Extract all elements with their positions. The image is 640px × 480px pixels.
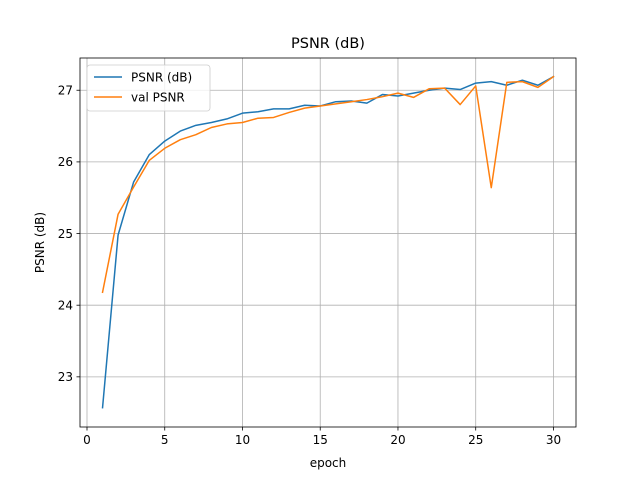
y-tick-label: 26: [58, 155, 73, 169]
legend-label: val PSNR: [131, 90, 185, 104]
series-line-1: [101, 75, 555, 409]
x-tick-label: 25: [468, 433, 483, 447]
y-tick-label: 25: [58, 227, 73, 241]
series-line-2: [101, 75, 555, 294]
x-axis-ticks: 0 5 10 15 20 25 30: [83, 427, 561, 447]
y-tick-label: 23: [58, 370, 73, 384]
chart-legend: PSNR (dB) val PSNR: [86, 64, 211, 112]
x-tick-label: 10: [235, 433, 250, 447]
plot-frame: [79, 57, 577, 428]
y-axis-ticks: 23 24 25 26 27: [58, 84, 80, 384]
y-axis-label: PSNR (dB): [33, 212, 47, 273]
x-tick-label: 30: [546, 433, 561, 447]
y-tick-label: 24: [58, 298, 73, 312]
grid-lines: [80, 58, 576, 427]
y-tick-label: 27: [58, 84, 73, 98]
x-tick-label: 0: [83, 433, 91, 447]
series-layer: [101, 75, 555, 409]
chart-title: PSNR (dB): [291, 36, 365, 52]
x-tick-label: 20: [390, 433, 405, 447]
x-tick-label: 5: [161, 433, 169, 447]
legend-label: PSNR (dB): [131, 70, 192, 84]
x-axis-label: epoch: [310, 456, 347, 470]
x-tick-label: 15: [313, 433, 328, 447]
